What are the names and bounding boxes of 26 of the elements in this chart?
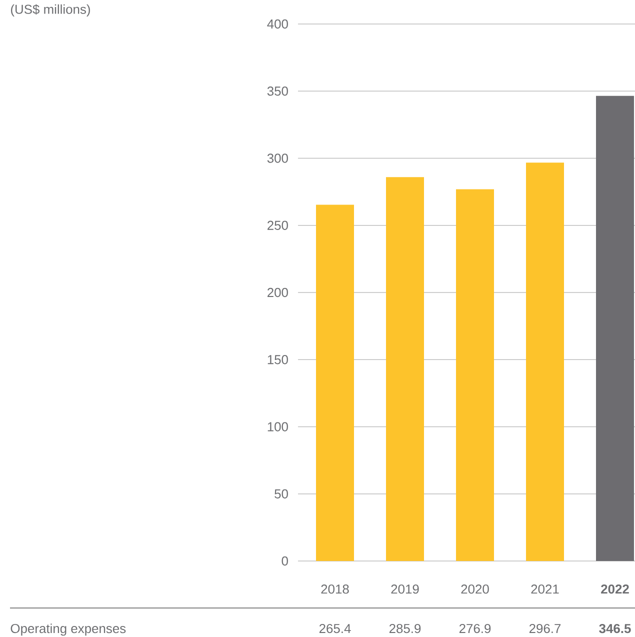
data-label: 265.4 (319, 624, 351, 634)
data-label: 276.9 (459, 624, 491, 634)
data-label: 285.9 (389, 624, 421, 634)
bar (526, 162, 564, 561)
x-tick-label: 2019 (391, 584, 419, 594)
data-label: 346.5 (599, 624, 631, 634)
y-tick-label: 50 (274, 489, 288, 498)
x-tick-label: 2018 (321, 584, 349, 594)
y-tick-label: 100 (268, 422, 288, 432)
y-tick-label: 200 (268, 288, 288, 298)
y-tick-label: 300 (267, 154, 288, 163)
bar (456, 189, 494, 561)
y-tick-label: 250 (268, 220, 288, 230)
x-tick-label: 2021 (531, 584, 559, 594)
text: Operating expenses (10, 624, 126, 636)
x-tick-label: 2020 (461, 584, 489, 594)
data-label: 296.7 (529, 624, 561, 634)
y-tick-label: 400 (267, 19, 288, 29)
y-tick-label: 0 (282, 556, 288, 566)
bar (316, 204, 354, 561)
text: (US$ millions) (10, 4, 90, 16)
y-tick-label: 350 (267, 86, 288, 96)
x-tick-label: 2022 (601, 584, 629, 594)
bar (386, 177, 424, 561)
y-tick-label: 150 (268, 355, 288, 364)
bar (596, 96, 634, 561)
